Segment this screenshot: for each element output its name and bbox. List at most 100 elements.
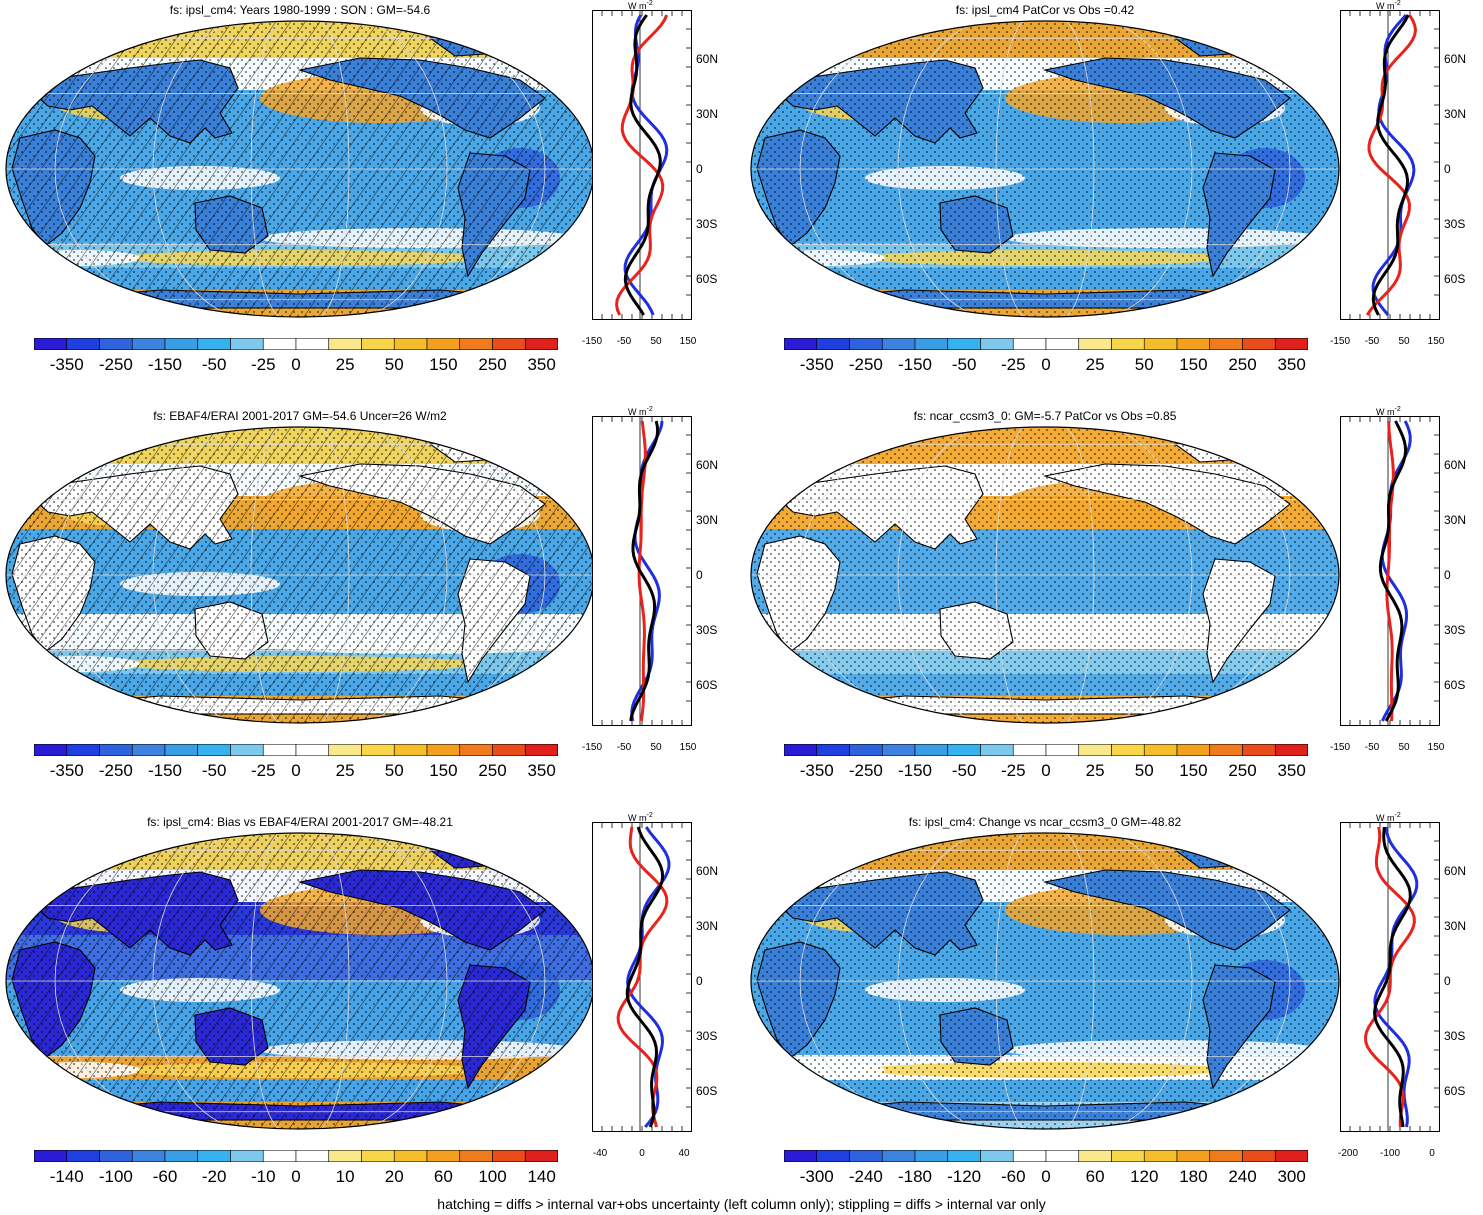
colorbar-labels-4: -350 -250 -150 -50 -25 0 25 50 150 250 350 <box>784 761 1308 783</box>
profile-unit-label: W m-2 <box>1376 0 1401 11</box>
zonal-profile-6 <box>1340 822 1440 1132</box>
colorbar-tick-label: -120 <box>947 1167 982 1186</box>
colorbar-tick-label: -350 <box>49 761 84 780</box>
colorbar-tick-label: -350 <box>799 761 834 780</box>
colorbar-tick-label: 120 <box>1130 1167 1159 1186</box>
colorbar-tick-label: -150 <box>897 761 933 780</box>
panel-title-5: fs: ipsl_cm4: Bias vs EBAF4/ERAI 2001-20… <box>147 815 453 829</box>
map-panel-2 <box>750 20 1340 318</box>
colorbar-tick-label: 50 <box>1134 355 1154 374</box>
profile-line-obs <box>1365 14 1418 316</box>
profile-x-tick-label: 150 <box>1427 742 1445 753</box>
colorbar-tick-label: 250 <box>478 355 507 374</box>
profile-line-obs <box>1385 420 1395 722</box>
latitude-tick-label: 30S <box>696 623 718 637</box>
profile-x-tick-label: 40 <box>678 1148 690 1159</box>
latitude-tick-label: 60S <box>1444 1084 1466 1098</box>
profile-line-model <box>625 826 665 1128</box>
profile-line-ref <box>1371 14 1416 316</box>
colorbar-tick-label: 150 <box>429 355 458 374</box>
latitude-tick-label: 0 <box>1444 974 1451 988</box>
profile-line-ref <box>1380 420 1412 722</box>
colorbar-tick-label: 60 <box>1085 1167 1105 1186</box>
colorbar-tick-label: 50 <box>384 355 404 374</box>
profile-line-ref <box>1373 826 1419 1128</box>
colorbar-5 <box>34 1150 558 1162</box>
latitude-tick-label: 60S <box>696 1084 718 1098</box>
profile-x-tick-label: -50 <box>616 336 632 347</box>
colorbar-tick-label: -250 <box>98 761 133 780</box>
colorbar-tick-label: -25 <box>250 761 276 780</box>
colorbar-tick-label: -25 <box>1000 761 1026 780</box>
profile-x-tick-label: 0 <box>1429 1148 1435 1159</box>
colorbar-tick-label: 50 <box>384 761 404 780</box>
map-panel-6 <box>750 832 1340 1130</box>
latitude-tick-label: 30S <box>696 1029 718 1043</box>
colorbar-tick-label: -25 <box>250 355 276 374</box>
colorbar-tick-label: -350 <box>49 355 84 374</box>
colorbar-labels-6: -300 -240 -180 -120 -60 0 60 120 180 240 300 <box>784 1167 1308 1189</box>
latitude-tick-label: 0 <box>696 974 703 988</box>
colorbar-tick-label: 250 <box>1228 355 1257 374</box>
colorbar-tick-label: 350 <box>527 355 556 374</box>
profile-unit-label: W m-2 <box>628 812 653 823</box>
colorbar-tick-label: -100 <box>98 1167 133 1186</box>
colorbar-tick-label: 10 <box>335 1167 355 1186</box>
profile-labels-2: W m-2 60N 30N 0 30S 60S -150 -50 50 150 <box>1330 0 1483 350</box>
profile-x-tick-label: -150 <box>1329 742 1351 753</box>
profile-x-tick-label: -50 <box>616 742 632 753</box>
profile-line-obs <box>615 14 669 316</box>
panel-title-2: fs: ipsl_cm4 PatCor vs Obs =0.42 <box>955 3 1135 17</box>
latitude-tick-label: 60N <box>696 458 719 472</box>
panel-title-3: fs: EBAF4/ERAI 2001-2017 GM=-54.6 Uncer=… <box>153 409 447 423</box>
latitude-tick-label: 30N <box>696 919 719 933</box>
profile-x-tick-label: 50 <box>1398 742 1410 753</box>
zonal-profile-2 <box>1340 10 1440 320</box>
colorbar-1 <box>34 338 558 350</box>
colorbar-tick-label: 20 <box>384 1167 404 1186</box>
latitude-tick-label: 60N <box>1444 458 1467 472</box>
colorbar-labels-5: -140 -100 -60 -20 -10 0 10 20 60 100 140 <box>34 1167 558 1189</box>
profile-line-model <box>1373 826 1412 1128</box>
colorbar-tick-label: -50 <box>201 761 227 780</box>
colorbar-tick-label: 25 <box>335 761 355 780</box>
colorbar-tick-label: 180 <box>1179 1167 1208 1186</box>
latitude-tick-label: 60S <box>1444 272 1466 286</box>
colorbar-tick-label: 25 <box>1085 355 1105 374</box>
latitude-tick-label: 60S <box>1444 678 1466 692</box>
colorbar-tick-label: 0 <box>291 761 301 780</box>
colorbar-labels-1: -350 -250 -150 -50 -25 0 25 50 150 250 350 <box>34 355 558 377</box>
profile-x-tick-label: 50 <box>650 742 662 753</box>
profile-x-tick-label: 150 <box>679 742 697 753</box>
zonal-profile-3 <box>592 416 692 726</box>
profile-x-tick-label: 50 <box>650 336 662 347</box>
latitude-tick-label: 0 <box>1444 162 1451 176</box>
colorbar-tick-label: -180 <box>897 1167 933 1186</box>
colorbar-tick-label: -250 <box>848 761 883 780</box>
profile-x-tick-label: 150 <box>679 336 697 347</box>
profile-unit-label: W m-2 <box>628 406 653 417</box>
profile-x-tick-label: -50 <box>1364 742 1380 753</box>
colorbar-6 <box>784 1150 1308 1162</box>
profile-line-model <box>629 420 660 722</box>
colorbar-tick-label: -350 <box>799 355 834 374</box>
latitude-tick-label: 60S <box>696 272 718 286</box>
colorbar-tick-label: 150 <box>1179 761 1208 780</box>
colorbar-2 <box>784 338 1308 350</box>
map-panel-1 <box>5 20 595 318</box>
zonal-profile-4 <box>1340 416 1440 726</box>
zonal-profile-5 <box>592 822 692 1132</box>
colorbar-tick-label: 100 <box>478 1167 507 1186</box>
panel-title-4: fs: ncar_ccsm3_0: GM=-5.7 PatCor vs Obs … <box>913 409 1177 423</box>
colorbar-tick-label: 350 <box>1277 355 1306 374</box>
profile-unit-label: W m-2 <box>1376 812 1401 823</box>
colorbar-tick-label: -150 <box>147 355 183 374</box>
profile-line-obs <box>616 826 669 1128</box>
profile-x-tick-label: -100 <box>1379 1148 1401 1159</box>
colorbar-4 <box>784 744 1308 756</box>
profile-x-tick-label: -50 <box>1364 336 1380 347</box>
profile-x-tick-label: 0 <box>639 1148 645 1159</box>
profile-x-tick-label: -40 <box>592 1148 608 1159</box>
latitude-tick-label: 60N <box>1444 52 1467 66</box>
latitude-tick-label: 30N <box>1444 513 1467 527</box>
